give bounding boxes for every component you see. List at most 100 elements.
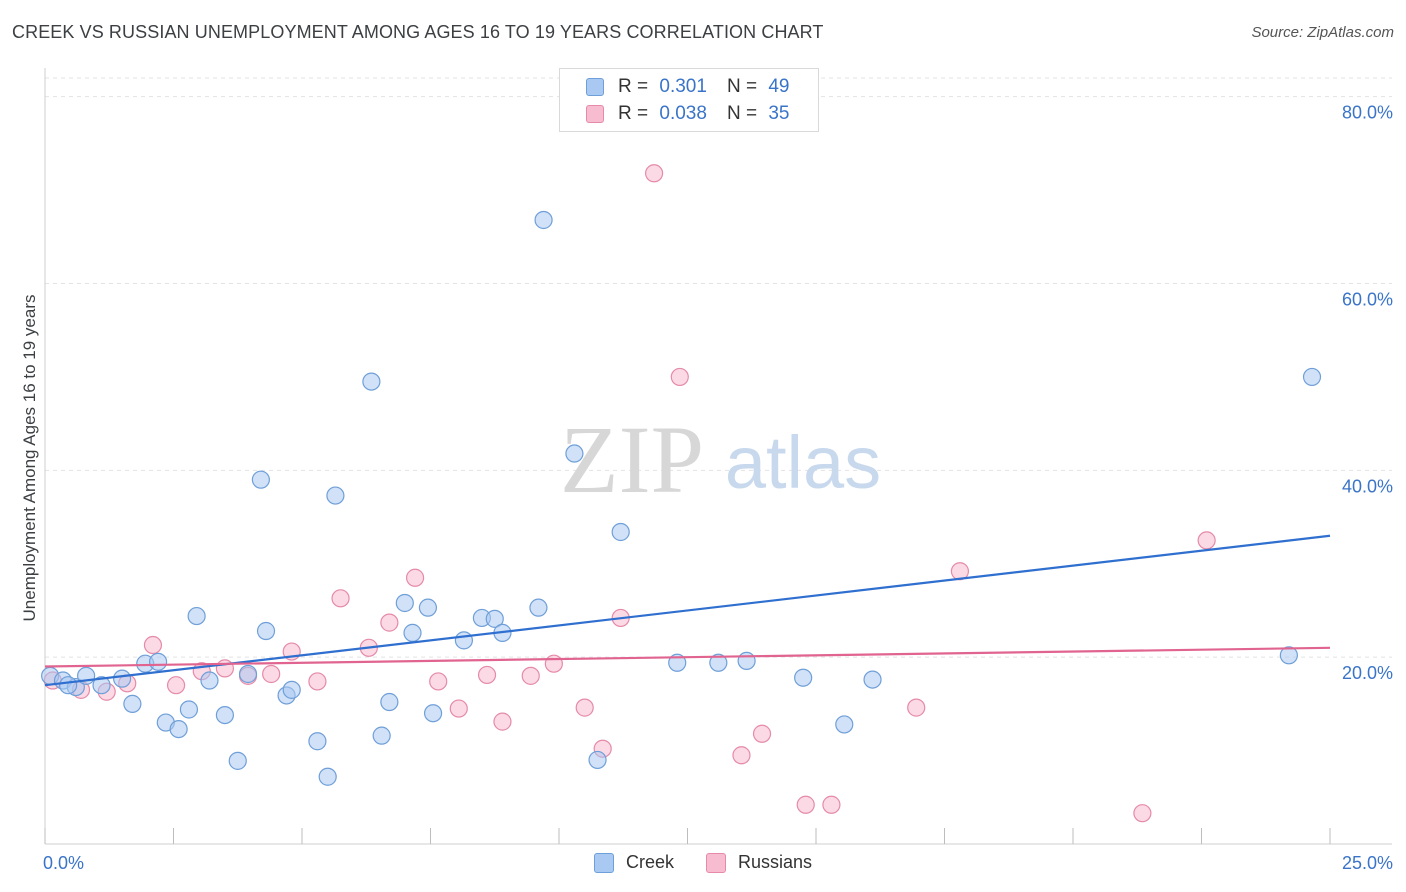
creek-point [418,598,438,617]
chart-title: CREEK VS RUSSIAN UNEMPLOYMENT AMONG AGES… [12,22,824,42]
creek-point [403,623,422,642]
creek-point [395,593,414,613]
creek-point [485,609,504,628]
creek-point [256,621,276,641]
russians-point [644,164,664,183]
creek-point [362,372,381,391]
y-tick-label: 60.0% [1342,290,1393,310]
russians-point [477,665,497,685]
y-tick-label: 40.0% [1342,476,1393,496]
creek-point [1279,646,1298,665]
creek-point [215,705,234,725]
y-tick-label: 20.0% [1342,663,1393,683]
russians-point [405,568,425,587]
russians-point [822,795,841,814]
russians-legend-swatch [705,852,726,873]
creek-point [228,751,247,770]
creek-point [565,444,584,463]
watermark-zip: ZIP [560,406,704,513]
creek-point [238,664,258,684]
creek-n-value: 49 [768,76,790,97]
creek-point [737,651,756,671]
legend-row-creek: R = 0.301 N = 49 [586,74,789,100]
russians-swatch [586,105,604,123]
creek-point [423,704,443,723]
russians-point [166,676,186,695]
creek-point [863,670,882,689]
russians-point [752,724,772,743]
creek-point [59,676,78,695]
russians-point [429,672,448,691]
creek-point [326,486,345,505]
tick-labels: 20.0% 40.0% 60.0% 80.0% 0.0% 25.0% [43,103,1393,873]
creek-legend-label: Creek [625,852,674,872]
legend-item-russians: Russians [705,852,813,873]
russians-trend-line [44,646,1331,668]
creek-point [835,715,854,734]
x-tick-label: 25.0% [1342,853,1393,873]
russians-point [308,672,327,691]
series-legend: Creek Russians [0,852,1406,873]
x-tick-label: 0.0% [43,853,84,873]
legend-row-russians: R = 0.038 N = 35 [586,101,789,127]
russians-point [670,367,689,387]
russians-point [544,654,563,673]
creek-point [148,652,168,671]
russians-point [380,613,399,632]
y-tick-label: 80.0% [1342,103,1393,123]
russians-point [331,589,350,608]
creek-point [251,470,270,489]
russians-r-label: R = [618,103,649,124]
russians-point [262,664,281,684]
creek-point [588,750,607,770]
creek-r-value: 0.301 [659,76,707,97]
creek-point [709,653,728,672]
creek-point [534,210,553,230]
russians-point [493,712,512,731]
russians-point [732,746,751,765]
stats-legend: R = 0.301 N = 49 R = 0.038 N = 35 [559,68,819,132]
creek-point [92,676,111,695]
creek-point [318,767,337,786]
watermark-atlas: atlas [725,421,881,504]
creek-point [308,732,327,751]
russians-point [907,698,926,717]
russians-legend-label: Russians [737,852,813,872]
russians-point [1197,531,1216,550]
creek-r-label: R = [618,76,649,97]
creek-point [123,694,142,713]
axes [44,68,1392,845]
russians-point [143,635,163,655]
creek-point [372,726,391,745]
russians-point [215,659,234,678]
russians-point [575,698,594,717]
creek-point [112,669,132,688]
russians-point [1133,804,1152,823]
russians-r-value: 0.038 [659,103,707,124]
creek-point [529,598,548,617]
creek-point [611,522,630,542]
grid-lines [45,77,1392,658]
russians-point [796,795,815,814]
source-label: Source: ZipAtlas.com [1251,24,1394,41]
creek-point [794,668,813,687]
russians-n-value: 35 [768,103,790,124]
creek-point [282,680,301,699]
creek-point [454,631,474,650]
russians-n-label: N = [726,103,758,124]
trend-lines [44,534,1331,687]
creek-n-label: N = [726,76,758,97]
creek-point [169,719,188,739]
creek-point [179,700,199,719]
russians-point [449,699,468,718]
creek-point [1302,367,1322,387]
creek-swatch [586,78,604,96]
creek-point [380,692,399,712]
creek-point [668,653,687,672]
creek-point [200,671,219,690]
creek-point [187,606,206,626]
legend-item-creek: Creek [593,852,674,873]
creek-trend-line [44,534,1331,687]
russians-point [521,666,540,685]
